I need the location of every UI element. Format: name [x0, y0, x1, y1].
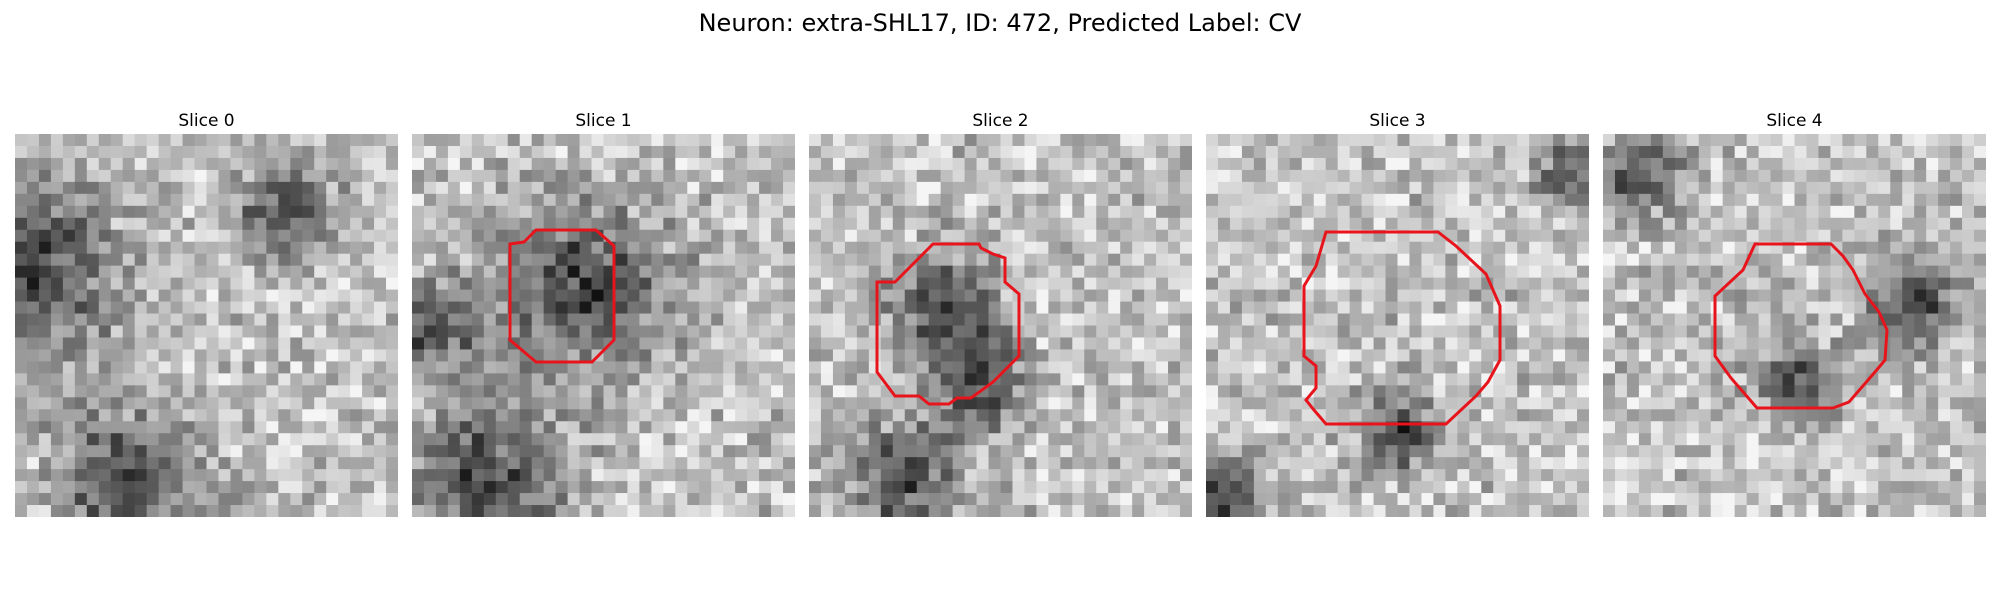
pixel-mosaic — [1206, 134, 1589, 517]
slice-image — [809, 134, 1192, 517]
panel-slice-0: Slice 0 — [15, 108, 398, 517]
pixel-mosaic — [15, 134, 398, 517]
roi-contour — [1713, 242, 1889, 410]
panel-title: Slice 3 — [1369, 111, 1426, 131]
roi-contour — [1302, 230, 1502, 426]
slice-image — [1206, 134, 1589, 517]
panel-title: Slice 0 — [178, 111, 235, 131]
panel-slice-4: Slice 4 — [1603, 108, 1986, 517]
pixel-mosaic — [1603, 134, 1986, 517]
panel-slice-1: Slice 1 — [412, 108, 795, 517]
panel-title: Slice 2 — [972, 111, 1029, 131]
panel-title: Slice 1 — [575, 111, 632, 131]
panel-slice-3: Slice 3 — [1206, 108, 1589, 517]
pixel-mosaic — [809, 134, 1192, 517]
slice-image — [1603, 134, 1986, 517]
slice-image — [15, 134, 398, 517]
figure-title: Neuron: extra-SHL17, ID: 472, Predicted … — [698, 9, 1302, 37]
roi-contour — [875, 242, 1021, 406]
roi-contour — [508, 228, 616, 364]
panel-title: Slice 4 — [1766, 111, 1823, 131]
pixel-mosaic — [412, 134, 795, 517]
panel-slice-2: Slice 2 — [809, 108, 1192, 517]
slice-image — [412, 134, 795, 517]
